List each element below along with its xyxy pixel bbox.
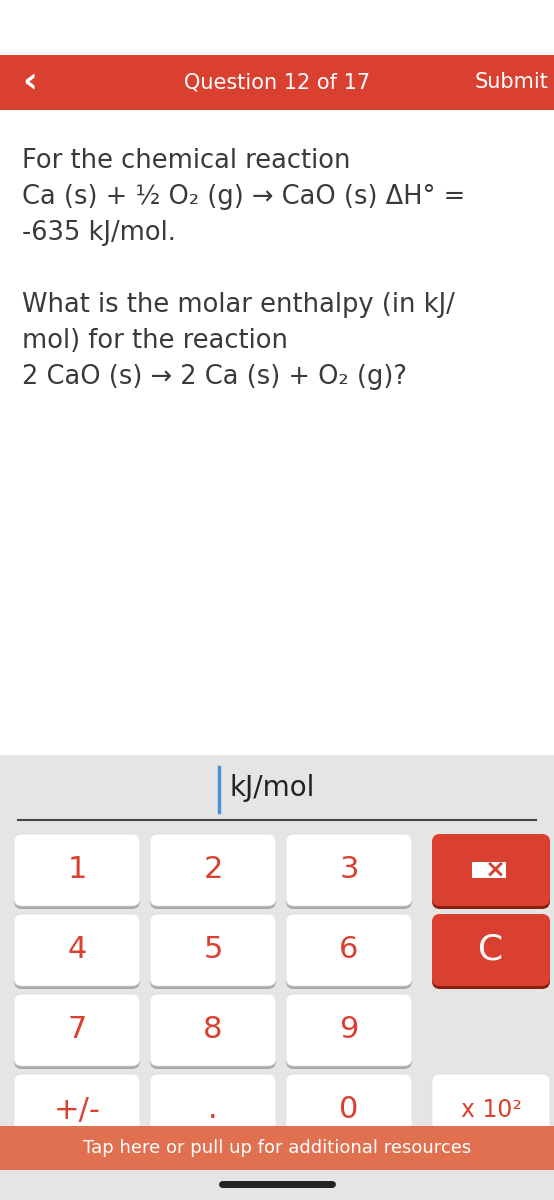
Text: 0: 0 — [339, 1096, 358, 1124]
FancyBboxPatch shape — [150, 838, 276, 910]
Text: kJ/mol: kJ/mol — [229, 774, 314, 802]
FancyBboxPatch shape — [14, 838, 140, 910]
Text: 4: 4 — [68, 936, 86, 965]
Text: Ca (s) + ½ O₂ (g) → CaO (s) ΔH° =: Ca (s) + ½ O₂ (g) → CaO (s) ΔH° = — [22, 184, 465, 210]
Text: mol) for the reaction: mol) for the reaction — [22, 328, 288, 354]
Text: ‹: ‹ — [23, 66, 38, 100]
Text: .: . — [208, 1096, 218, 1124]
Text: 8: 8 — [203, 1015, 223, 1044]
Text: 7: 7 — [68, 1015, 86, 1044]
Text: Submit: Submit — [475, 72, 549, 92]
FancyBboxPatch shape — [0, 1126, 554, 1170]
FancyBboxPatch shape — [150, 1074, 276, 1146]
Text: C: C — [478, 934, 504, 967]
Text: 1: 1 — [68, 856, 86, 884]
FancyBboxPatch shape — [286, 1074, 412, 1146]
FancyBboxPatch shape — [150, 917, 276, 989]
Text: What is the molar enthalpy (in kJ/: What is the molar enthalpy (in kJ/ — [22, 292, 455, 318]
FancyBboxPatch shape — [150, 914, 276, 986]
Text: x 10²: x 10² — [460, 1098, 521, 1122]
FancyBboxPatch shape — [0, 55, 554, 110]
Polygon shape — [473, 862, 506, 878]
FancyBboxPatch shape — [0, 755, 554, 1200]
FancyBboxPatch shape — [286, 914, 412, 986]
FancyBboxPatch shape — [150, 994, 276, 1066]
FancyBboxPatch shape — [150, 834, 276, 906]
FancyBboxPatch shape — [14, 997, 140, 1069]
FancyBboxPatch shape — [286, 997, 412, 1069]
FancyBboxPatch shape — [14, 1074, 140, 1146]
FancyBboxPatch shape — [150, 997, 276, 1069]
FancyBboxPatch shape — [432, 838, 550, 910]
FancyBboxPatch shape — [432, 1078, 550, 1150]
Text: ×: × — [485, 858, 505, 882]
FancyBboxPatch shape — [432, 1074, 550, 1146]
FancyBboxPatch shape — [432, 917, 550, 989]
FancyBboxPatch shape — [286, 1078, 412, 1150]
Text: 5: 5 — [203, 936, 223, 965]
Text: Tap here or pull up for additional resources: Tap here or pull up for additional resou… — [83, 1139, 471, 1157]
Text: 2 CaO (s) → 2 Ca (s) + O₂ (g)?: 2 CaO (s) → 2 Ca (s) + O₂ (g)? — [22, 364, 407, 390]
FancyBboxPatch shape — [286, 917, 412, 989]
Text: 2: 2 — [203, 856, 223, 884]
FancyBboxPatch shape — [432, 914, 550, 986]
Text: +/-: +/- — [54, 1096, 100, 1124]
Text: -635 kJ/mol.: -635 kJ/mol. — [22, 220, 176, 246]
FancyBboxPatch shape — [432, 834, 550, 906]
Text: 6: 6 — [339, 936, 358, 965]
FancyBboxPatch shape — [14, 914, 140, 986]
FancyBboxPatch shape — [286, 838, 412, 910]
Text: For the chemical reaction: For the chemical reaction — [22, 148, 351, 174]
FancyBboxPatch shape — [14, 994, 140, 1066]
FancyBboxPatch shape — [286, 994, 412, 1066]
FancyBboxPatch shape — [14, 917, 140, 989]
FancyBboxPatch shape — [14, 1078, 140, 1150]
FancyBboxPatch shape — [14, 834, 140, 906]
Text: 9: 9 — [339, 1015, 358, 1044]
Text: 3: 3 — [339, 856, 359, 884]
FancyBboxPatch shape — [150, 1078, 276, 1150]
FancyBboxPatch shape — [286, 834, 412, 906]
Text: Question 12 of 17: Question 12 of 17 — [184, 72, 370, 92]
